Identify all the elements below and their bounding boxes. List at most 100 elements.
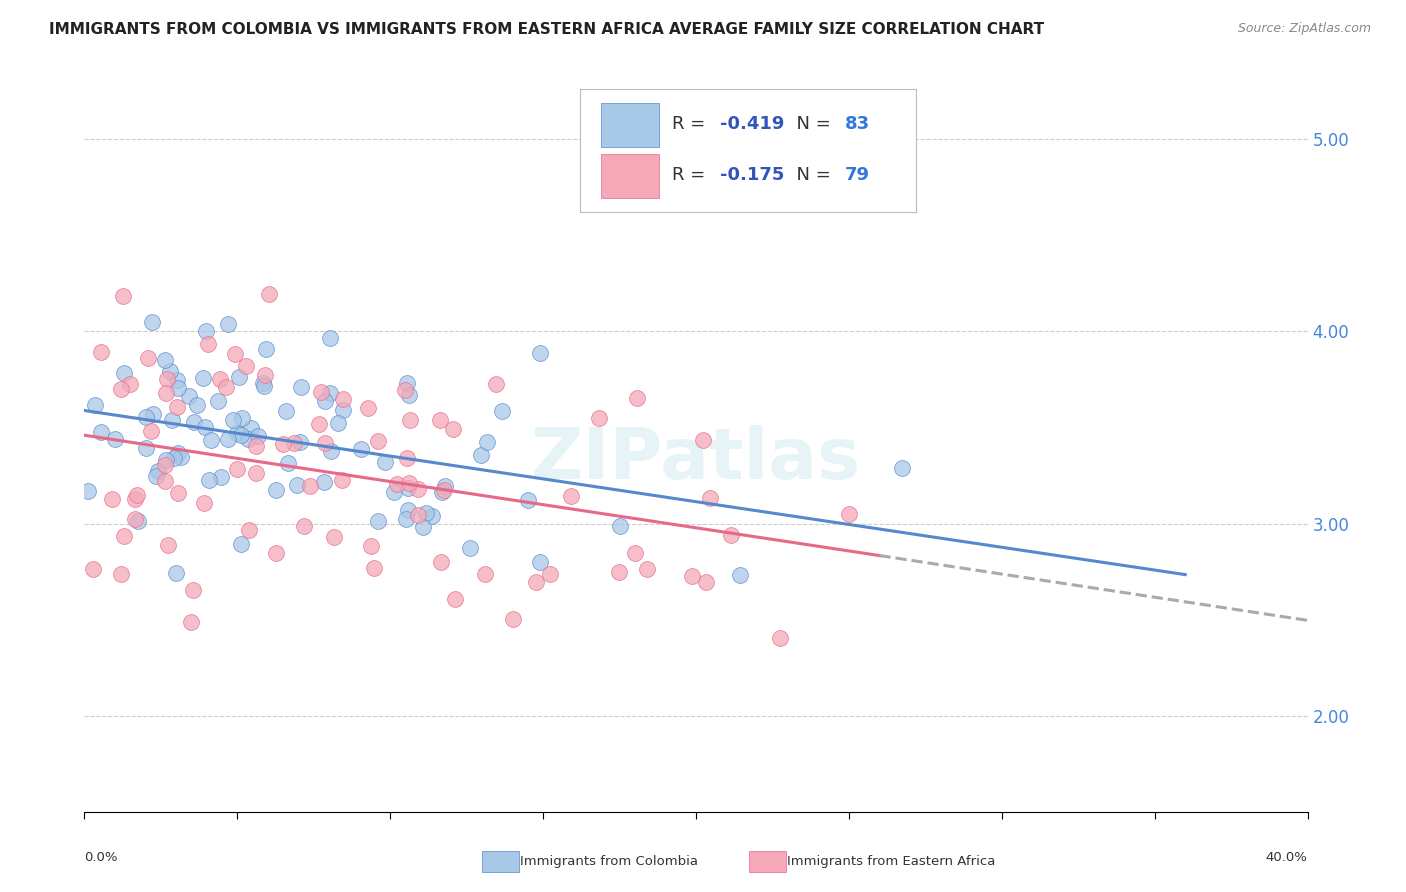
Point (444, 592, 467, 607)
Point (374, 455, 396, 469)
Point (332, 392, 354, 406)
Point (387, 476, 409, 491)
Point (695, 574, 717, 589)
Text: Immigrants from Colombia: Immigrants from Colombia (520, 855, 699, 868)
Point (322, 530, 344, 544)
Point (215, 380, 238, 394)
Point (502, 612, 524, 626)
Point (395, 376, 418, 390)
Point (314, 435, 336, 450)
Point (228, 369, 250, 384)
Point (441, 422, 464, 436)
FancyBboxPatch shape (600, 154, 659, 198)
Point (142, 407, 165, 421)
Point (170, 450, 193, 464)
Point (110, 382, 132, 396)
Point (699, 491, 721, 505)
Point (406, 482, 429, 496)
Text: 0.0%: 0.0% (84, 851, 118, 863)
Text: IMMIGRANTS FROM COLOMBIA VS IMMIGRANTS FROM EASTERN AFRICA AVERAGE FAMILY SIZE C: IMMIGRANTS FROM COLOMBIA VS IMMIGRANTS F… (49, 22, 1045, 37)
Point (529, 556, 551, 570)
Point (330, 474, 353, 488)
Point (112, 529, 135, 543)
Point (226, 462, 249, 476)
Point (626, 391, 648, 405)
Point (332, 403, 354, 417)
Point (101, 492, 124, 507)
Point (415, 506, 437, 520)
Point (145, 469, 167, 483)
Point (412, 519, 434, 533)
Point (231, 411, 253, 425)
Point (367, 434, 389, 448)
Point (146, 464, 169, 478)
Point (160, 413, 183, 427)
Point (271, 437, 294, 451)
Point (238, 524, 260, 538)
Point (207, 394, 229, 409)
Point (245, 467, 267, 481)
Point (167, 381, 190, 395)
Point (135, 409, 157, 424)
Point (491, 403, 513, 417)
Point (475, 434, 498, 449)
Point (524, 575, 547, 590)
Point (283, 435, 305, 450)
Text: N =: N = (786, 115, 837, 134)
Point (181, 583, 204, 598)
Point (252, 376, 274, 390)
Point (692, 434, 714, 448)
Point (253, 379, 276, 393)
Point (195, 324, 218, 338)
FancyBboxPatch shape (600, 103, 659, 146)
Point (104, 432, 127, 446)
Point (681, 568, 703, 582)
Point (167, 445, 190, 459)
Point (458, 541, 481, 556)
Point (193, 496, 215, 510)
Point (200, 433, 222, 447)
Point (274, 404, 297, 418)
Point (224, 347, 246, 361)
Point (89, 345, 111, 359)
Point (394, 383, 416, 397)
Point (163, 451, 186, 466)
Point (636, 562, 658, 576)
Point (420, 509, 443, 524)
Point (208, 372, 231, 386)
Point (623, 546, 645, 560)
Point (285, 477, 308, 491)
Point (319, 331, 342, 345)
Point (769, 631, 792, 645)
Point (127, 514, 149, 528)
Point (318, 386, 340, 401)
Point (153, 458, 176, 472)
Point (159, 364, 181, 378)
Point (217, 432, 239, 446)
Point (434, 479, 457, 493)
Point (155, 453, 177, 467)
Point (350, 442, 373, 457)
Text: 40.0%: 40.0% (1265, 851, 1308, 863)
Point (257, 287, 280, 301)
Text: N =: N = (786, 167, 837, 185)
Text: -0.419: -0.419 (720, 115, 785, 134)
Point (607, 566, 630, 580)
Point (406, 508, 429, 522)
Point (433, 483, 456, 498)
Point (396, 451, 419, 466)
Point (298, 479, 321, 493)
Text: ZIPatlas: ZIPatlas (531, 425, 860, 494)
Point (609, 518, 631, 533)
Point (247, 429, 270, 443)
Point (720, 528, 742, 542)
Point (156, 372, 179, 386)
Point (239, 421, 262, 435)
Point (399, 413, 422, 427)
Point (470, 448, 492, 462)
Point (179, 389, 201, 403)
FancyBboxPatch shape (579, 88, 917, 212)
Point (529, 345, 551, 359)
Text: Source: ZipAtlas.com: Source: ZipAtlas.com (1237, 22, 1371, 36)
Point (112, 366, 135, 380)
